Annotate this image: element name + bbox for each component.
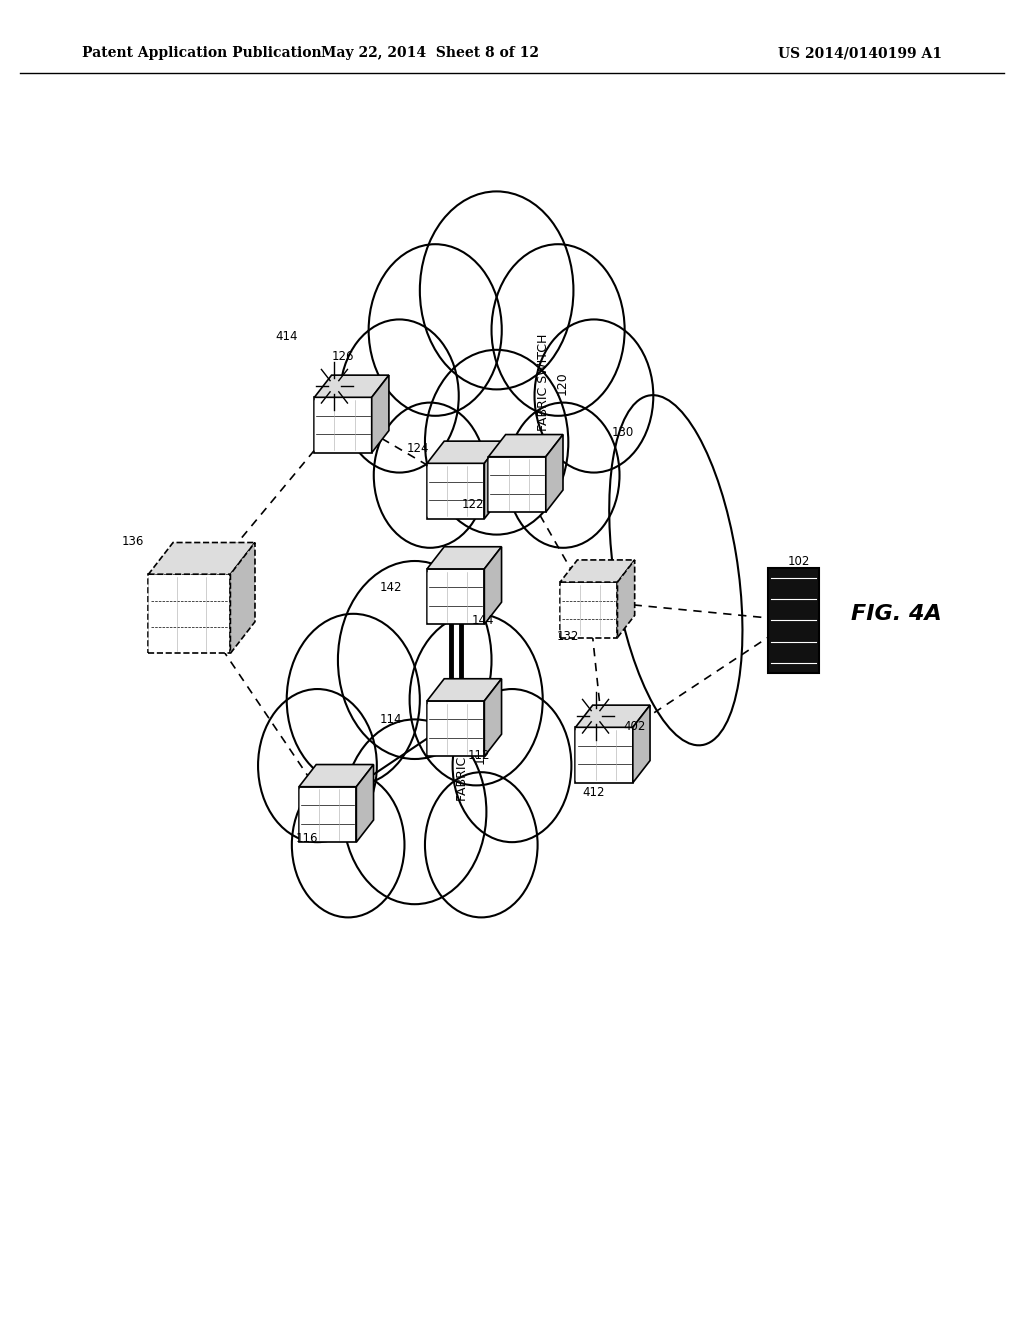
Polygon shape [372, 375, 389, 453]
Circle shape [340, 319, 459, 473]
Circle shape [453, 689, 571, 842]
Text: US 2014/0140199 A1: US 2014/0140199 A1 [778, 46, 942, 61]
Polygon shape [560, 560, 635, 582]
Text: FABRIC SWITCH
110: FABRIC SWITCH 110 [456, 704, 486, 801]
Text: 402: 402 [624, 719, 646, 733]
Polygon shape [230, 543, 255, 653]
Polygon shape [546, 434, 563, 512]
Text: 124: 124 [407, 442, 429, 455]
Polygon shape [427, 569, 484, 624]
Circle shape [369, 244, 502, 416]
Polygon shape [484, 678, 502, 756]
Text: May 22, 2014  Sheet 8 of 12: May 22, 2014 Sheet 8 of 12 [322, 46, 539, 61]
Text: 126: 126 [332, 350, 354, 363]
Text: 122: 122 [462, 498, 484, 511]
Polygon shape [617, 560, 635, 638]
Text: 412: 412 [583, 785, 605, 799]
Text: 102: 102 [787, 554, 810, 568]
Polygon shape [299, 764, 374, 787]
Polygon shape [314, 397, 372, 453]
Polygon shape [427, 441, 502, 463]
Text: Patent Application Publication: Patent Application Publication [82, 46, 322, 61]
Circle shape [343, 719, 486, 904]
Circle shape [374, 403, 486, 548]
Circle shape [287, 614, 420, 785]
Circle shape [420, 191, 573, 389]
Polygon shape [575, 705, 650, 727]
Text: 414: 414 [275, 330, 298, 343]
Text: 144: 144 [472, 614, 495, 627]
Bar [768, 568, 819, 673]
Polygon shape [427, 463, 484, 519]
Polygon shape [488, 434, 563, 457]
Circle shape [292, 772, 404, 917]
Polygon shape [148, 574, 230, 653]
Circle shape [535, 319, 653, 473]
Text: FABRIC SWITCH
120: FABRIC SWITCH 120 [538, 334, 568, 432]
Text: 116: 116 [296, 832, 318, 845]
Text: 136: 136 [122, 535, 144, 548]
Text: 142: 142 [380, 581, 402, 594]
Circle shape [338, 561, 492, 759]
Text: 130: 130 [611, 426, 634, 440]
Polygon shape [356, 764, 374, 842]
Text: FIG. 4A: FIG. 4A [851, 603, 941, 624]
Text: 112: 112 [468, 748, 490, 762]
Polygon shape [575, 727, 633, 783]
Polygon shape [427, 701, 484, 756]
Circle shape [425, 772, 538, 917]
Circle shape [410, 614, 543, 785]
Text: 114: 114 [380, 713, 402, 726]
Circle shape [507, 403, 620, 548]
Polygon shape [560, 582, 617, 638]
Polygon shape [148, 543, 255, 574]
Polygon shape [314, 375, 389, 397]
Polygon shape [484, 546, 502, 624]
Text: 132: 132 [557, 630, 580, 643]
Circle shape [425, 350, 568, 535]
Polygon shape [488, 457, 546, 512]
Circle shape [492, 244, 625, 416]
Polygon shape [633, 705, 650, 783]
Polygon shape [299, 787, 356, 842]
Polygon shape [427, 678, 502, 701]
Circle shape [258, 689, 377, 842]
Polygon shape [427, 546, 502, 569]
Polygon shape [484, 441, 502, 519]
